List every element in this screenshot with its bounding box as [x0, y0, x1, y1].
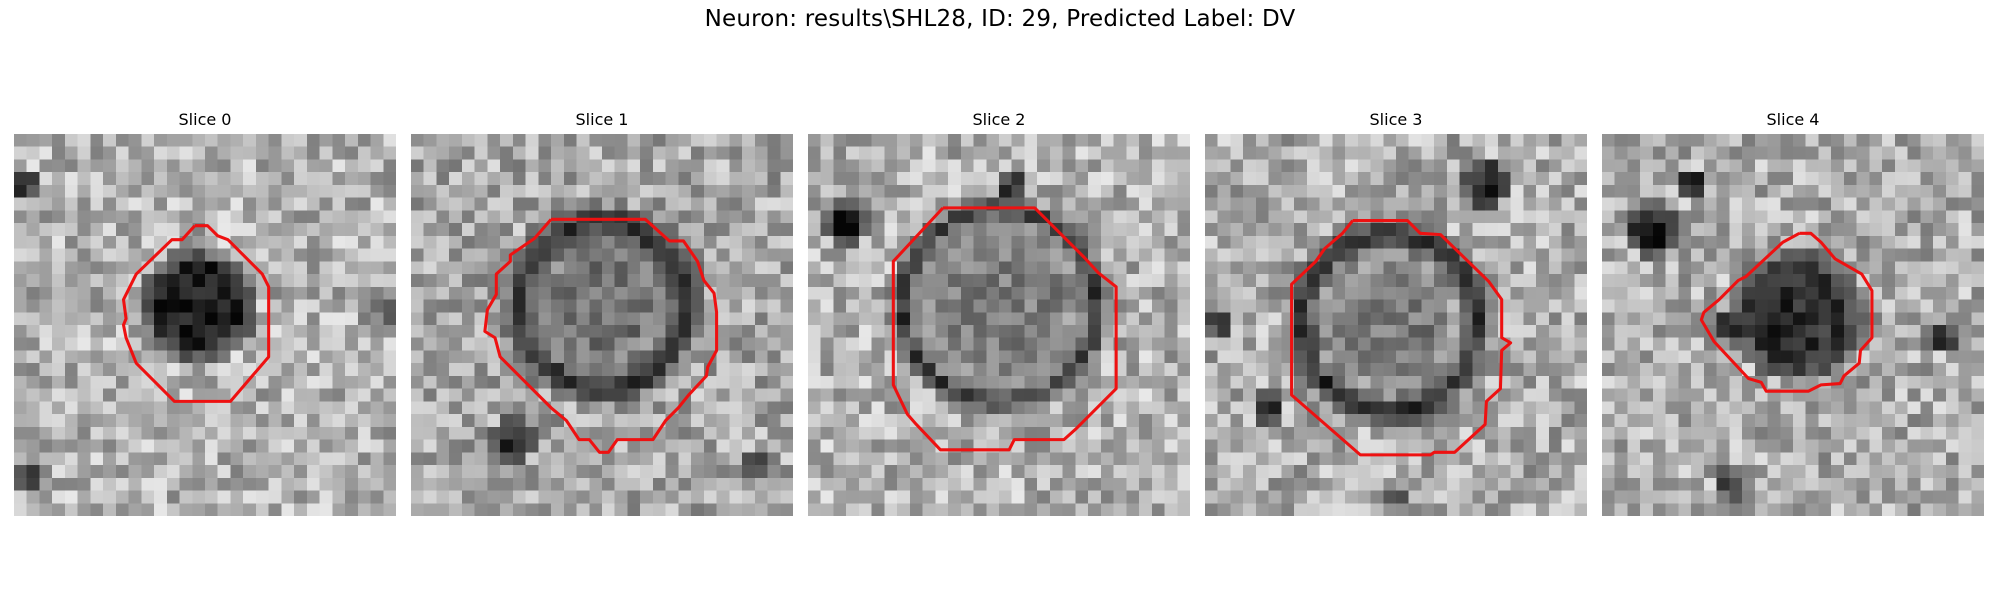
cell-contour-outline: [891, 206, 1118, 452]
slice-title: Slice 2: [972, 110, 1026, 129]
slice-image: [1205, 134, 1587, 516]
slice-image: [411, 134, 793, 516]
slice-title: Slice 4: [1766, 110, 1820, 129]
slice-title: Slice 0: [178, 110, 232, 129]
cell-contour-outline: [1290, 219, 1513, 457]
slice-image: [1602, 134, 1984, 516]
slice-image: [14, 134, 396, 516]
cell-contour-outline: [483, 217, 719, 454]
slice-title: Slice 1: [575, 110, 629, 129]
figure-title: Neuron: results\SHL28, ID: 29, Predicted…: [704, 6, 1296, 32]
slice-title: Slice 3: [1369, 110, 1423, 129]
slice-image: [808, 134, 1190, 516]
cell-contour-outline: [121, 224, 271, 403]
cell-contour-outline: [1699, 231, 1874, 393]
